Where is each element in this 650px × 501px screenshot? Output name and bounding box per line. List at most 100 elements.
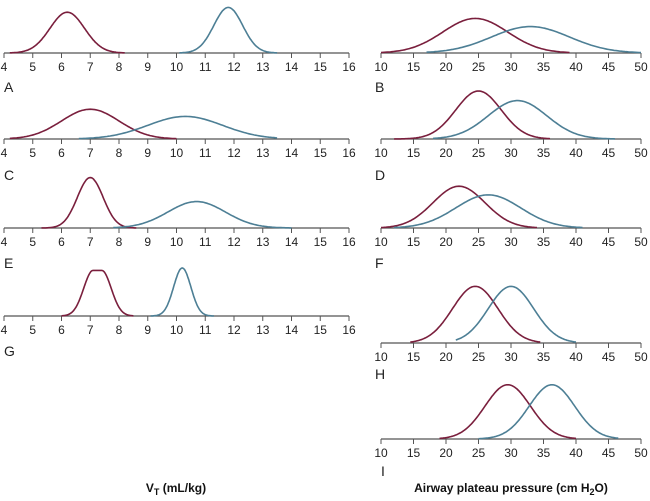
curve-B-red [380,17,570,54]
tick-label: 10 [374,146,388,160]
panel-label-E: E [4,255,13,271]
tick-label: 14 [285,323,299,337]
curve-F-red [381,185,537,229]
tick-label: 11 [199,146,212,160]
curve-A-blue [179,6,278,54]
tick-label: 35 [537,350,551,364]
curve-G-red [61,269,134,317]
curve-I-red [439,384,577,440]
tick-label: 11 [199,235,212,249]
tick-label: 45 [602,60,616,74]
panel-label-F: F [375,255,384,271]
tick-label: 7 [87,146,94,160]
curve-I-blue [478,384,619,440]
curve-E-red [41,176,137,229]
panel-label-A: A [4,79,14,95]
tick-label: 5 [29,60,36,74]
tick-label: 9 [144,60,151,74]
tick-label: 4 [1,235,8,249]
tick-label: 50 [634,146,648,160]
tick-label: 4 [1,60,8,74]
tick-label: 4 [1,146,8,160]
tick-label: 5 [29,235,36,249]
tick-label: 9 [144,146,151,160]
tick-label: 13 [256,235,270,249]
tick-label: 20 [439,350,453,364]
tick-label: 15 [407,235,421,249]
tick-label: 7 [87,323,94,337]
tick-label: 8 [116,60,123,74]
tick-label: 40 [569,446,583,460]
tick-label: 12 [227,323,241,337]
tick-label: 40 [569,235,583,249]
curve-A-red [9,11,125,54]
tick-label: 50 [634,446,648,460]
tick-label: 30 [504,235,518,249]
panel-label-D: D [375,167,385,183]
tick-label: 30 [504,350,518,364]
tick-label: 50 [634,350,648,364]
tick-label: 5 [29,146,36,160]
tick-label: 8 [116,146,123,160]
curve-G-blue [150,267,214,317]
tick-label: 14 [285,146,299,160]
tick-label: 35 [537,446,551,460]
curve-B-blue [426,25,641,54]
tick-label: 4 [1,323,8,337]
tick-label: 10 [170,323,184,337]
panel-label-G: G [4,343,15,359]
tick-label: 10 [374,446,388,460]
tick-label: 16 [342,60,356,74]
tick-label: 12 [227,235,241,249]
tick-label: 9 [144,323,151,337]
curve-D-blue [432,99,616,140]
curve-F-blue [393,194,583,229]
tick-label: 45 [602,235,616,249]
tick-label: 25 [472,350,486,364]
tick-label: 30 [504,146,518,160]
right-x-axis-label: Airway plateau pressure (cm H2O) [414,481,608,497]
panel-label-B: B [375,79,384,95]
tick-label: 50 [634,60,648,74]
tick-label: 7 [87,60,94,74]
tick-label: 15 [407,60,421,74]
curve-C-blue [78,115,278,140]
tick-label: 50 [634,235,648,249]
curve-E-blue [113,200,292,229]
tick-label: 40 [569,60,583,74]
tick-label: 10 [170,235,184,249]
tick-label: 20 [439,235,453,249]
tick-label: 30 [504,60,518,74]
tick-label: 15 [407,146,421,160]
tick-label: 10 [170,146,184,160]
tick-label: 16 [342,323,356,337]
tick-label: 40 [569,350,583,364]
tick-label: 20 [439,146,453,160]
tick-label: 15 [314,146,328,160]
curve-D-red [393,90,551,140]
tick-label: 14 [285,60,299,74]
tick-label: 12 [227,146,241,160]
tick-label: 13 [256,146,270,160]
panel-label-I: I [381,463,385,479]
tick-label: 8 [116,323,123,337]
tick-label: 15 [314,235,328,249]
tick-label: 45 [602,446,616,460]
tick-label: 6 [58,146,65,160]
tick-label: 20 [439,446,453,460]
tick-label: 16 [342,146,356,160]
tick-label: 15 [314,323,328,337]
tick-label: 15 [314,60,328,74]
tick-label: 6 [58,235,65,249]
tick-label: 45 [602,146,616,160]
tick-label: 10 [374,235,388,249]
tick-label: 6 [58,323,65,337]
curve-H-blue [455,285,577,343]
tick-label: 35 [537,235,551,249]
tick-label: 12 [227,60,241,74]
tick-label: 8 [116,235,123,249]
tick-label: 35 [537,60,551,74]
tick-label: 15 [407,446,421,460]
tick-label: 30 [504,446,518,460]
